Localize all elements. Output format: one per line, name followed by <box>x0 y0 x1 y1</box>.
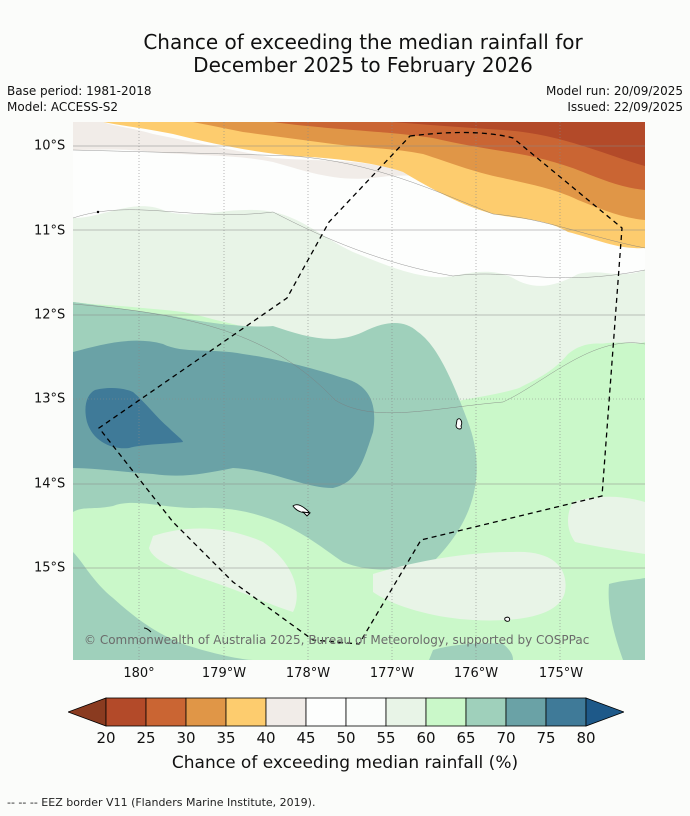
band-55-60-sw <box>149 528 297 612</box>
colorbar-tick-label: 35 <box>216 729 236 747</box>
lon-label: 175°W <box>538 666 584 681</box>
colorbar-label: Chance of exceeding median rainfall (%) <box>171 753 519 773</box>
colorbar-tick-label: 20 <box>96 729 116 747</box>
lat-label: 15°S <box>34 560 66 576</box>
islands <box>96 210 511 633</box>
colorbar-tick-label: 50 <box>336 729 356 747</box>
lon-label: 180° <box>123 666 155 681</box>
model-run: Model run: 20/09/2025 <box>545 84 683 98</box>
colorbar-tick-label: 70 <box>496 729 516 747</box>
colorbar-cell <box>505 697 547 727</box>
band-25-30 <box>273 122 645 190</box>
chart-title: Chance of exceeding the median rainfall … <box>0 31 690 77</box>
colorbar-cell <box>105 697 147 727</box>
colorbar-extension-high <box>585 697 624 727</box>
band-65-70-se <box>608 578 645 660</box>
band-70-75 <box>73 340 375 488</box>
colorbar-cell <box>185 697 227 727</box>
band-65-70-sw <box>73 552 253 660</box>
colorbar-cell <box>465 697 507 727</box>
title-line-2: December 2025 to February 2026 <box>193 53 533 77</box>
graticule <box>73 122 645 660</box>
issued-date: Issued: 22/09/2025 <box>567 100 683 114</box>
colorbar-cell <box>225 697 267 727</box>
lat-label: 14°S <box>34 476 66 492</box>
model-info: Base period: 1981-2018 Model: ACCESS-S2 <box>7 83 152 115</box>
colorbar-tick-label: 25 <box>136 729 156 747</box>
band-20-25 <box>393 122 645 166</box>
lon-label: 176°W <box>453 666 499 681</box>
colorbar-cell <box>385 697 427 727</box>
lon-label: 179°W <box>201 666 247 681</box>
colorbar <box>68 697 624 727</box>
colorbar-cell <box>145 697 187 727</box>
colorbar-tick-label: 55 <box>376 729 396 747</box>
colorbar-cell <box>425 697 467 727</box>
band-55-60-se <box>568 496 645 554</box>
lat-label: 13°S <box>34 391 66 407</box>
colorbar-tick-label: 65 <box>456 729 476 747</box>
colorbar-extension-low <box>68 697 107 727</box>
colorbar-tick-label: 75 <box>536 729 556 747</box>
eez-border <box>98 131 623 645</box>
lat-label: 10°S <box>34 138 66 154</box>
lon-label: 178°W <box>285 666 331 681</box>
colorbar-cell <box>305 697 347 727</box>
lat-label: 12°S <box>34 307 66 323</box>
colorbar-tick-label: 80 <box>576 729 596 747</box>
colorbar-tick-label: 60 <box>416 729 436 747</box>
colorbar-cell <box>265 697 307 727</box>
colorbar-cell <box>345 697 387 727</box>
colorbar-tick-label: 45 <box>296 729 316 747</box>
lat-label: 11°S <box>34 223 66 239</box>
map-credit: © Commonwealth of Australia 2025, Bureau… <box>84 633 590 647</box>
model-name: Model: ACCESS-S2 <box>7 100 119 114</box>
colorbar-tick-label: 30 <box>176 729 196 747</box>
eez-footnote: -- -- -- EEZ border V11 (Flanders Marine… <box>7 796 316 809</box>
colorbar-tick-label: 40 <box>256 729 276 747</box>
band-55-60-s <box>373 551 566 621</box>
contour-map-svg <box>73 122 645 660</box>
title-line-1: Chance of exceeding the median rainfall … <box>143 30 583 54</box>
lon-label: 177°W <box>369 666 415 681</box>
rainfall-map <box>73 122 645 660</box>
colorbar-cell <box>545 697 587 727</box>
base-period: Base period: 1981-2018 <box>7 84 152 98</box>
run-info: Model run: 20/09/2025 Issued: 22/09/2025 <box>546 83 683 115</box>
band-75-80 <box>85 388 183 449</box>
